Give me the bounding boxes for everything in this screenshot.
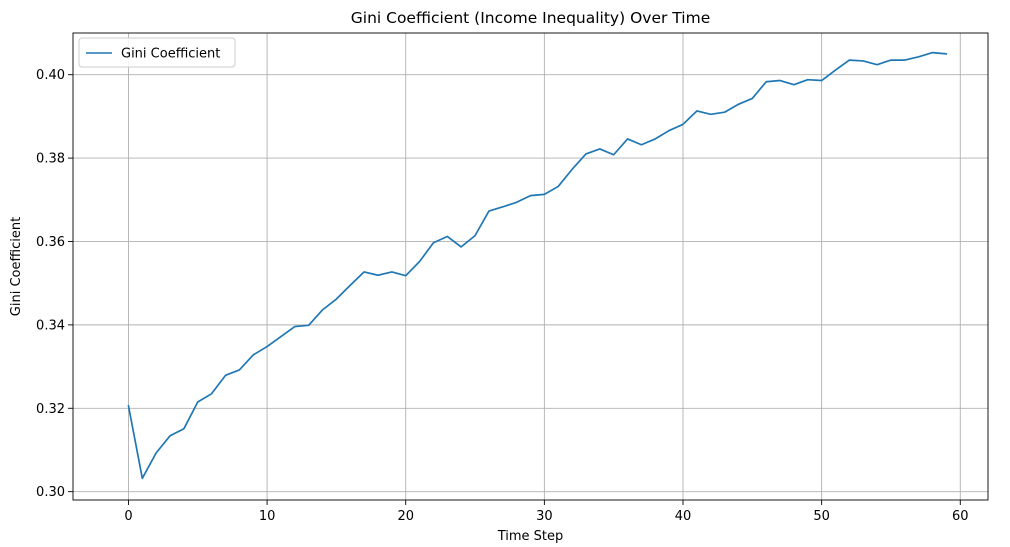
y-axis-label: Gini Coefficient (9, 217, 24, 316)
legend: Gini Coefficient (78, 37, 236, 68)
y-tick-label: 0.40 (36, 68, 65, 83)
x-tick-label: 10 (259, 509, 276, 524)
legend-box (78, 37, 236, 68)
y-tick-label: 0.38 (36, 152, 65, 167)
legend-label: Gini Coefficient (121, 47, 220, 62)
x-tick-label: 20 (397, 509, 414, 524)
series-line (127, 51, 948, 480)
y-tick-label: 0.34 (36, 318, 65, 333)
series-layer (127, 51, 948, 480)
y-tick-label: 0.32 (36, 402, 65, 417)
grid (73, 33, 988, 500)
y-axis: 0.30 0.32 0.34 0.36 0.38 0.40 (36, 68, 73, 500)
chart-title: Gini Coefficient (Income Inequality) Ove… (351, 9, 710, 27)
y-tick-label: 0.36 (36, 235, 65, 250)
x-axis: 0 10 20 30 40 50 60 (124, 500, 969, 524)
plot-frame (72, 32, 989, 501)
x-tick-label: 30 (536, 509, 553, 524)
x-axis-label: Time Step (497, 529, 564, 544)
x-tick-label: 0 (124, 509, 132, 524)
x-tick-label: 60 (952, 509, 969, 524)
x-tick-label: 40 (675, 509, 692, 524)
x-tick-label: 50 (813, 509, 830, 524)
y-tick-label: 0.30 (36, 485, 65, 500)
